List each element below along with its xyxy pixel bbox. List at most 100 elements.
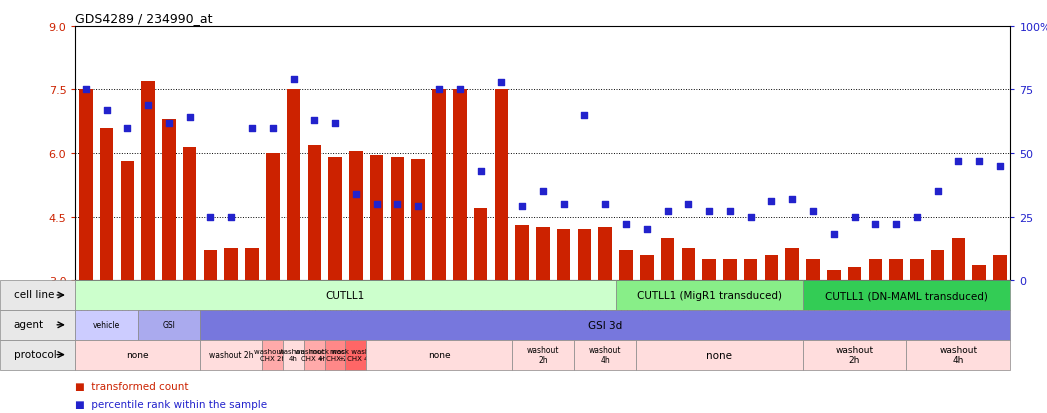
Bar [308, 145, 321, 280]
Point [618, 221, 634, 228]
Text: mock washout
+ CHX 4h: mock washout + CHX 4h [331, 348, 381, 361]
Point [576, 112, 593, 119]
Bar [141, 82, 155, 280]
Bar [619, 251, 632, 280]
Text: washout
4h: washout 4h [589, 345, 622, 364]
Point [181, 115, 198, 121]
Point [409, 204, 426, 210]
Point [992, 163, 1008, 170]
Text: cell line: cell line [14, 290, 54, 300]
Bar [723, 259, 737, 280]
Text: CUTLL1 (MigR1 transduced): CUTLL1 (MigR1 transduced) [637, 290, 782, 300]
Bar [515, 225, 529, 280]
Point [348, 191, 364, 197]
Text: washout
4h: washout 4h [279, 348, 309, 361]
Point [327, 120, 343, 126]
Bar [204, 251, 217, 280]
Bar [827, 270, 841, 280]
Point [909, 214, 926, 221]
Point [784, 196, 801, 203]
Text: CUTLL1: CUTLL1 [326, 290, 365, 300]
Bar [973, 266, 986, 280]
Point [534, 188, 551, 195]
Bar [453, 90, 467, 280]
Bar [183, 147, 197, 280]
Text: none: none [707, 350, 733, 360]
Text: CUTLL1 (DN-MAML transduced): CUTLL1 (DN-MAML transduced) [825, 290, 988, 300]
Bar [848, 268, 862, 280]
Bar [266, 154, 280, 280]
Bar [79, 90, 92, 280]
Text: washout +
CHX 2h: washout + CHX 2h [253, 348, 292, 361]
Text: agent: agent [14, 319, 44, 330]
Bar [557, 230, 571, 280]
Point [680, 201, 696, 208]
Point [971, 158, 987, 164]
Point [160, 120, 177, 126]
Point [139, 102, 156, 109]
Point [119, 125, 136, 132]
Text: vehicle: vehicle [93, 320, 120, 330]
Text: washout 2h: washout 2h [209, 350, 253, 359]
Bar [910, 259, 923, 280]
Text: none: none [127, 350, 149, 359]
Text: washout
4h: washout 4h [939, 345, 978, 364]
Point [223, 214, 240, 221]
Point [369, 201, 385, 208]
Bar [536, 228, 550, 280]
Text: GSI: GSI [162, 320, 175, 330]
Text: GSI 3d: GSI 3d [588, 320, 622, 330]
Text: washout
2h: washout 2h [836, 345, 873, 364]
Point [244, 125, 261, 132]
Bar [682, 249, 695, 280]
Point [763, 199, 780, 205]
Point [825, 231, 842, 238]
Text: none: none [427, 350, 450, 359]
Point [846, 214, 863, 221]
Point [639, 226, 655, 233]
Bar [785, 249, 799, 280]
Point [493, 79, 510, 86]
Text: washout
2h: washout 2h [527, 345, 559, 364]
Point [430, 87, 447, 94]
Bar [120, 162, 134, 280]
Point [98, 107, 115, 114]
Bar [952, 238, 965, 280]
Text: mock washout
+ CHX 2h: mock washout + CHX 2h [310, 348, 360, 361]
Bar [931, 251, 944, 280]
Point [306, 117, 322, 124]
Bar [599, 228, 611, 280]
Bar [432, 90, 446, 280]
Text: protocol: protocol [14, 349, 57, 359]
Bar [224, 249, 238, 280]
Point [451, 87, 468, 94]
Text: ■  transformed count: ■ transformed count [75, 381, 188, 391]
Point [77, 87, 94, 94]
Point [660, 209, 676, 215]
Point [285, 77, 302, 83]
Bar [703, 259, 716, 280]
Bar [889, 259, 903, 280]
Point [389, 201, 406, 208]
Bar [349, 152, 362, 280]
Point [265, 125, 282, 132]
Bar [245, 249, 259, 280]
Point [514, 204, 531, 210]
Bar [764, 255, 778, 280]
Point [950, 158, 966, 164]
Bar [391, 158, 404, 280]
Bar [640, 255, 653, 280]
Bar [869, 259, 882, 280]
Point [888, 221, 905, 228]
Point [472, 168, 489, 175]
Bar [806, 259, 820, 280]
Point [930, 188, 946, 195]
Point [597, 201, 614, 208]
Bar [370, 156, 383, 280]
Point [202, 214, 219, 221]
Bar [743, 259, 757, 280]
Bar [494, 90, 508, 280]
Point [804, 209, 821, 215]
Point [555, 201, 572, 208]
Bar [162, 120, 176, 280]
